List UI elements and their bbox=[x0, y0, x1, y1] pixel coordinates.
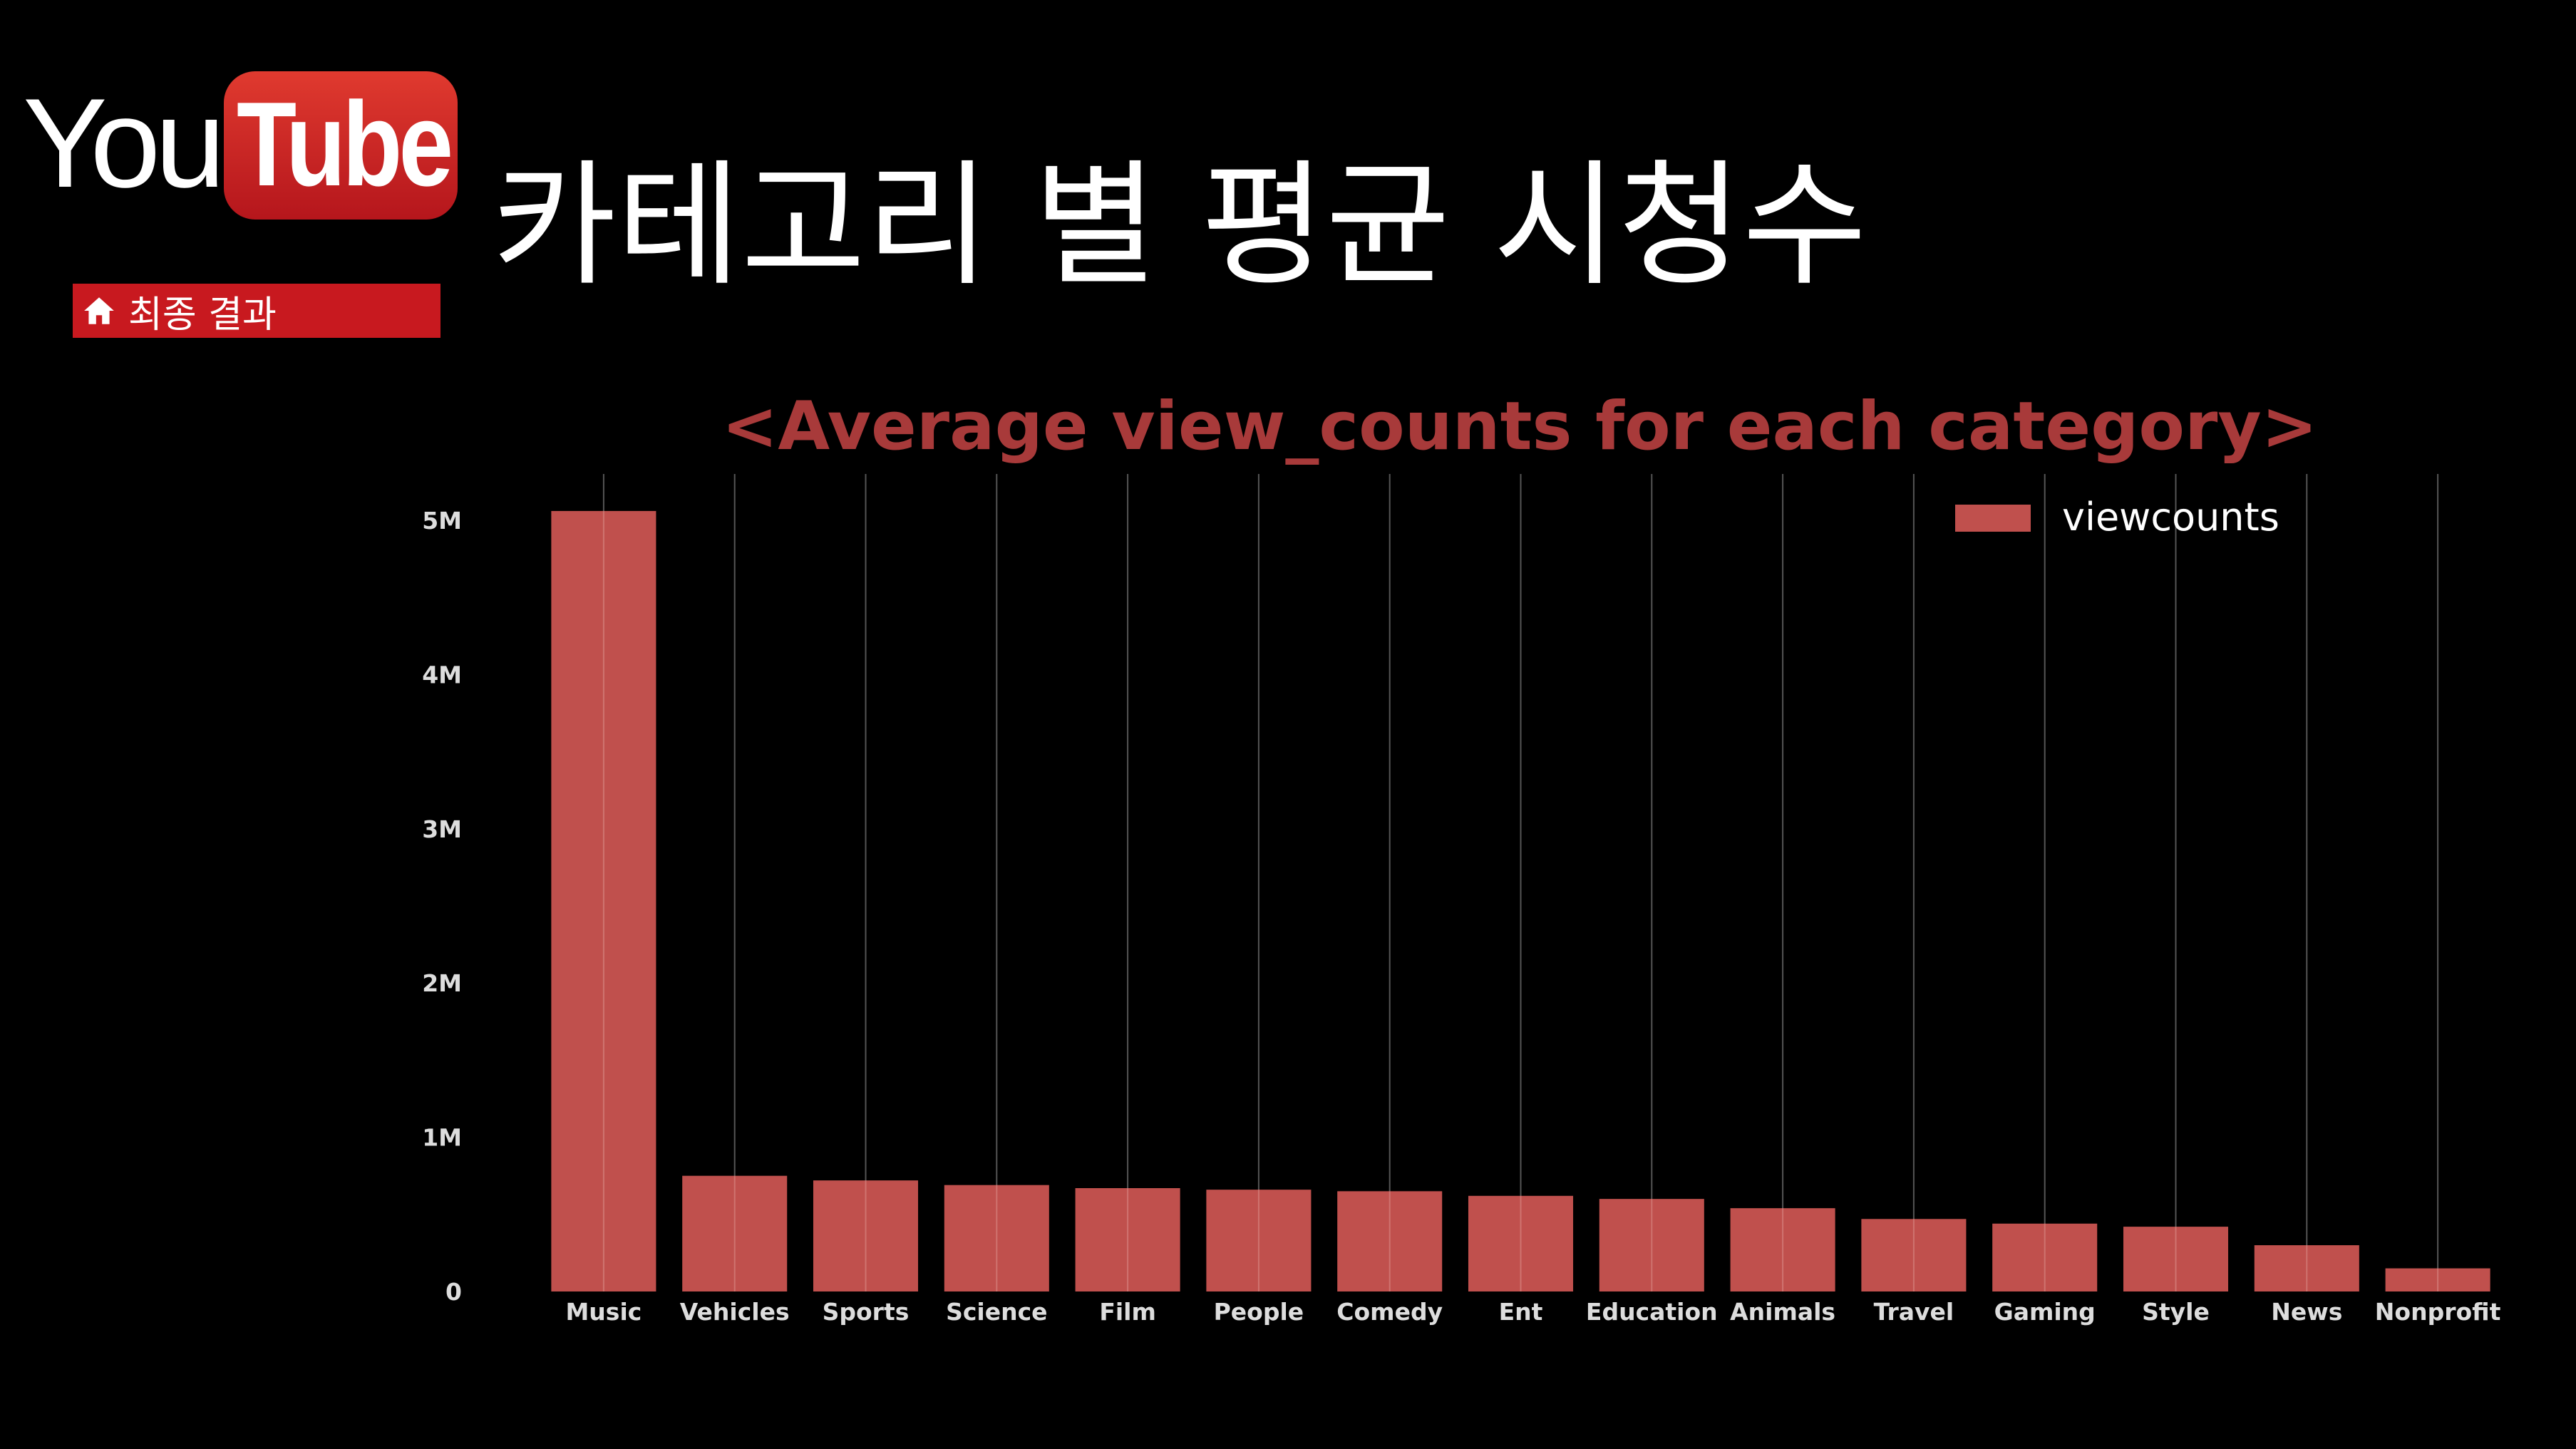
y-tick-label: 1M bbox=[422, 1124, 462, 1152]
logo-tube-background bbox=[224, 71, 458, 220]
x-tick-label: Science bbox=[946, 1298, 1047, 1326]
x-tick-label: Travel bbox=[1874, 1298, 1954, 1326]
x-tick-label: Education bbox=[1586, 1298, 1718, 1326]
x-tick-label: Gaming bbox=[1994, 1298, 2096, 1326]
x-axis-ticks: Music Vehicles Sports Science Film People Come… bbox=[565, 1298, 2500, 1326]
y-tick-label: 4M bbox=[422, 661, 462, 689]
legend-label: viewcounts bbox=[2062, 495, 2279, 540]
y-tick-label: 5M bbox=[422, 507, 462, 535]
badge-label: 최종 결과 bbox=[128, 293, 277, 336]
logo-tube-text: Tube bbox=[237, 77, 453, 211]
x-tick-label: Nonprofit bbox=[2375, 1298, 2501, 1326]
y-tick-label: 2M bbox=[422, 969, 462, 997]
x-tick-label: Animals bbox=[1730, 1298, 1835, 1326]
y-tick-label: 0 bbox=[445, 1278, 462, 1306]
page-title: 카테고리 별 평균 시청수 bbox=[492, 147, 1867, 304]
home-icon bbox=[84, 297, 114, 324]
x-tick-label: Comedy bbox=[1336, 1298, 1443, 1326]
chart-title: <Average view_counts for each category> bbox=[722, 388, 2318, 465]
y-tick-label: 3M bbox=[422, 815, 462, 843]
x-tick-label: Film bbox=[1099, 1298, 1156, 1326]
bar-overlay-lines bbox=[602, 510, 2439, 1291]
legend-swatch bbox=[1955, 505, 2031, 532]
x-tick-label: Style bbox=[2142, 1298, 2210, 1326]
logo-you-text: You bbox=[23, 72, 225, 214]
x-tick-label: Ent bbox=[1499, 1298, 1543, 1326]
legend: viewcounts bbox=[1955, 495, 2279, 540]
x-tick-label: Vehicles bbox=[680, 1298, 790, 1326]
youtube-logo: You Tube bbox=[23, 71, 458, 221]
x-tick-label: Sports bbox=[823, 1298, 910, 1326]
grid-lines bbox=[602, 474, 2439, 1291]
final-result-badge: 최종 결과 bbox=[73, 284, 441, 338]
x-tick-label: Music bbox=[565, 1298, 642, 1326]
x-tick-label: News bbox=[2271, 1298, 2342, 1326]
x-tick-label: People bbox=[1214, 1298, 1304, 1326]
y-axis-ticks: 0 1M 2M 3M 4M 5M bbox=[422, 507, 462, 1306]
